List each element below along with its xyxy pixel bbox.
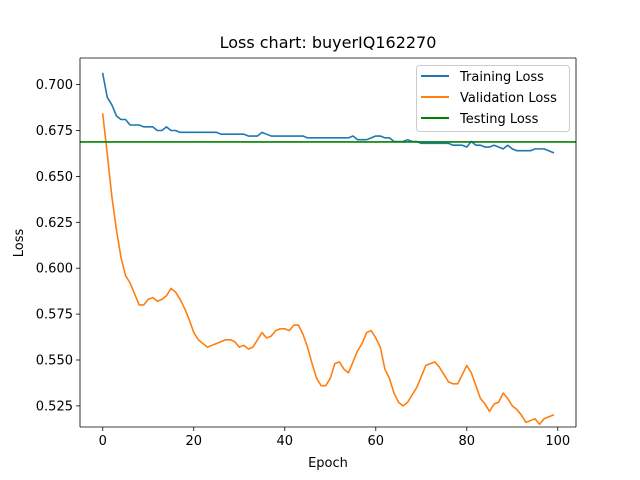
legend-label-testing-loss: Testing Loss	[459, 112, 539, 127]
y-tick-label: 0.700	[36, 78, 73, 93]
x-tick-label: 80	[459, 434, 476, 449]
x-axis-ticks: 0 20 40 60 80 100	[99, 427, 570, 449]
y-axis-ticks: 0.525 0.550 0.575 0.600 0.625 0.650 0.675 0.700	[36, 78, 80, 414]
x-tick-label: 20	[185, 434, 202, 449]
y-tick-label: 0.600	[36, 262, 73, 277]
y-tick-label: 0.525	[36, 399, 73, 414]
chart-title: Loss chart: buyerIQ162270	[220, 33, 437, 52]
legend-label-validation-loss: Validation Loss	[460, 91, 557, 106]
x-tick-label: 0	[99, 434, 107, 449]
y-tick-label: 0.650	[36, 170, 73, 185]
x-axis-label: Epoch	[308, 456, 348, 471]
plot-frame	[79, 57, 577, 428]
series-line-validation-loss	[101, 113, 555, 426]
y-tick-label: 0.550	[36, 353, 73, 368]
legend-box	[416, 65, 570, 132]
series-lines	[80, 72, 576, 426]
y-axis-label: Loss	[12, 229, 27, 258]
x-tick-label: 40	[276, 434, 293, 449]
y-tick-label: 0.625	[36, 216, 73, 231]
x-tick-label: 60	[368, 434, 385, 449]
legend-label-training-loss: Training Loss	[459, 70, 544, 85]
y-tick-label: 0.675	[36, 124, 73, 139]
x-tick-label: 100	[545, 434, 570, 449]
y-tick-label: 0.575	[36, 308, 73, 323]
legend: Training Loss Validation Loss Testing Lo…	[416, 65, 570, 132]
series-line-training-loss	[101, 72, 555, 154]
